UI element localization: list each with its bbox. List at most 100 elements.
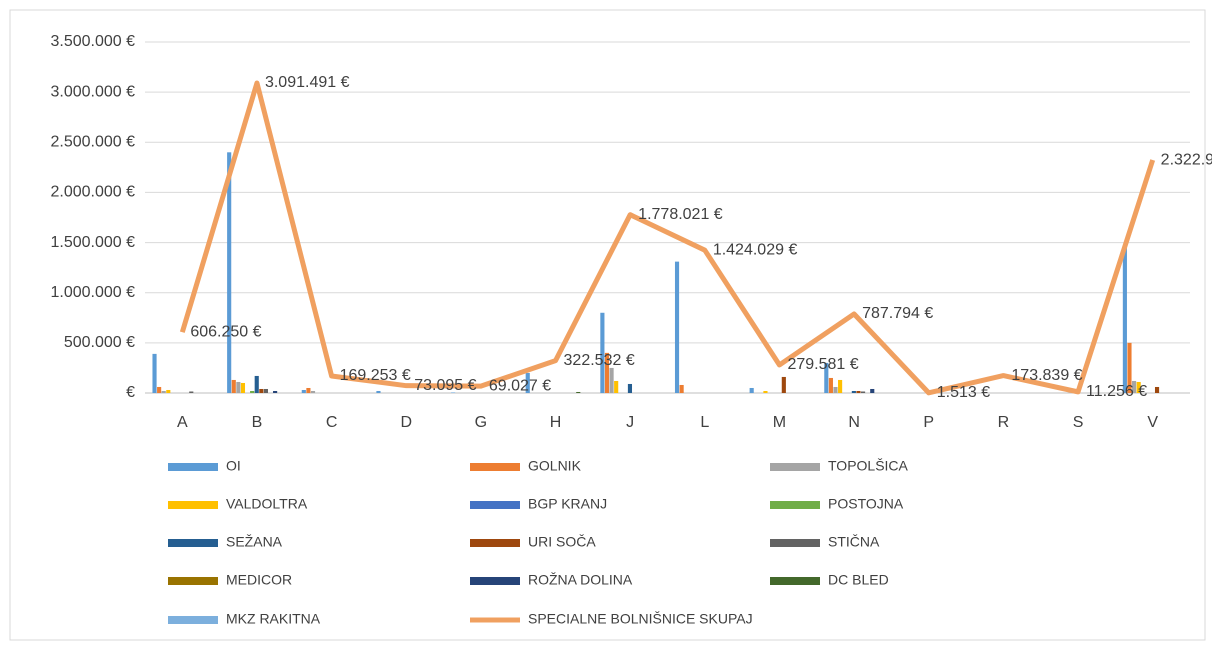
y-tick-label: 500.000 € <box>64 334 135 351</box>
bar <box>236 381 241 393</box>
bar <box>189 391 194 393</box>
x-tick-label: B <box>252 414 263 431</box>
legend-swatch <box>168 501 218 509</box>
bar <box>851 390 856 393</box>
legend-label: TOPOLŠICA <box>828 458 909 474</box>
x-tick-label: V <box>1147 414 1158 431</box>
legend-swatch <box>168 577 218 585</box>
bar <box>1122 247 1127 393</box>
legend-label: POSTOJNA <box>828 496 904 512</box>
bar <box>152 353 157 393</box>
legend-label: STIČNA <box>828 534 880 550</box>
bar <box>263 388 268 393</box>
x-tick-label: A <box>177 414 188 431</box>
data-label: 169.253 € <box>340 367 411 384</box>
legend-label: GOLNIK <box>528 458 582 474</box>
y-tick-label: 2.500.000 € <box>50 134 135 151</box>
data-label: 606.250 € <box>190 323 261 340</box>
data-label: 1.424.029 € <box>713 241 798 258</box>
bar <box>1132 380 1137 393</box>
bar <box>157 386 162 393</box>
data-label: 173.839 € <box>1011 367 1082 384</box>
y-tick-label: 3.000.000 € <box>50 83 135 100</box>
bar <box>576 391 581 393</box>
bar <box>870 388 875 393</box>
data-label: 279.581 € <box>787 356 858 373</box>
legend-swatch <box>168 463 218 471</box>
x-tick-label: M <box>773 414 786 431</box>
y-tick-label: 1.500.000 € <box>50 234 135 251</box>
x-tick-label: D <box>400 414 412 431</box>
legend-label: OI <box>226 458 241 474</box>
bar <box>306 387 311 393</box>
bar <box>833 386 838 393</box>
line-series <box>179 80 1156 396</box>
y-tick-label: 3.500.000 € <box>50 33 135 50</box>
x-tick-label: G <box>475 414 487 431</box>
data-label: 11.256 € <box>1086 383 1147 400</box>
bar <box>1154 386 1160 393</box>
bar <box>604 352 610 393</box>
data-label: 322.532 € <box>564 352 635 369</box>
data-label: 73.095 € <box>414 377 476 394</box>
bar <box>240 382 246 393</box>
data-label: 787.794 € <box>862 305 933 322</box>
legend-swatch <box>470 577 520 585</box>
bar <box>749 387 754 393</box>
bar <box>860 391 866 393</box>
bar <box>259 388 264 393</box>
legend-swatch <box>168 539 218 547</box>
bar <box>781 376 786 393</box>
bar <box>166 389 171 393</box>
x-tick-label: H <box>550 414 562 431</box>
bar <box>525 372 530 393</box>
bar <box>838 379 843 393</box>
bar <box>828 377 833 393</box>
bar <box>856 390 861 393</box>
legend-label: SEŽANA <box>226 534 283 550</box>
data-label: 3.091.491 € <box>265 74 350 91</box>
legend-swatch <box>770 463 820 471</box>
bar <box>1136 381 1141 393</box>
bar <box>254 375 259 393</box>
legend-swatch <box>470 463 520 471</box>
bar <box>824 362 829 393</box>
x-tick-label: C <box>326 414 338 431</box>
legend-label: MEDICOR <box>226 572 292 588</box>
legend-swatch <box>168 616 218 624</box>
bar <box>161 390 166 393</box>
legend-label: VALDOLTRA <box>226 496 308 512</box>
y-tick-label: 1.000.000 € <box>50 284 135 301</box>
data-label: 69.027 € <box>489 377 551 394</box>
bar <box>600 312 605 393</box>
bar <box>273 390 278 393</box>
legend-label: MKZ RAKITNA <box>226 611 321 627</box>
legend-label: URI SOČA <box>528 534 596 550</box>
data-label: 1.778.021 € <box>638 206 723 223</box>
data-label: 2.322.903 € <box>1161 151 1212 168</box>
x-tick-label: S <box>1073 414 1084 431</box>
bar <box>231 379 236 393</box>
legend-swatch <box>770 577 820 585</box>
bar <box>227 152 232 393</box>
bar <box>614 380 619 393</box>
chart-frame <box>9 9 1206 641</box>
y-tick-label: 2.000.000 € <box>50 184 135 201</box>
bar <box>679 384 684 393</box>
x-tick-label: L <box>700 414 709 431</box>
x-tick-label: P <box>923 414 934 431</box>
legend-swatch <box>770 539 820 547</box>
bar <box>674 261 680 393</box>
bar <box>1127 342 1132 393</box>
legend-swatch <box>470 501 520 509</box>
x-tick-label: J <box>626 414 634 431</box>
legend-label: BGP KRANJ <box>528 496 607 512</box>
bar <box>627 383 633 393</box>
bar <box>250 390 255 393</box>
x-tick-label: R <box>998 414 1010 431</box>
bar <box>451 392 456 393</box>
legend-label: DC BLED <box>828 572 889 588</box>
legend-swatch <box>470 539 520 547</box>
data-label: 1.513 € <box>937 384 990 401</box>
